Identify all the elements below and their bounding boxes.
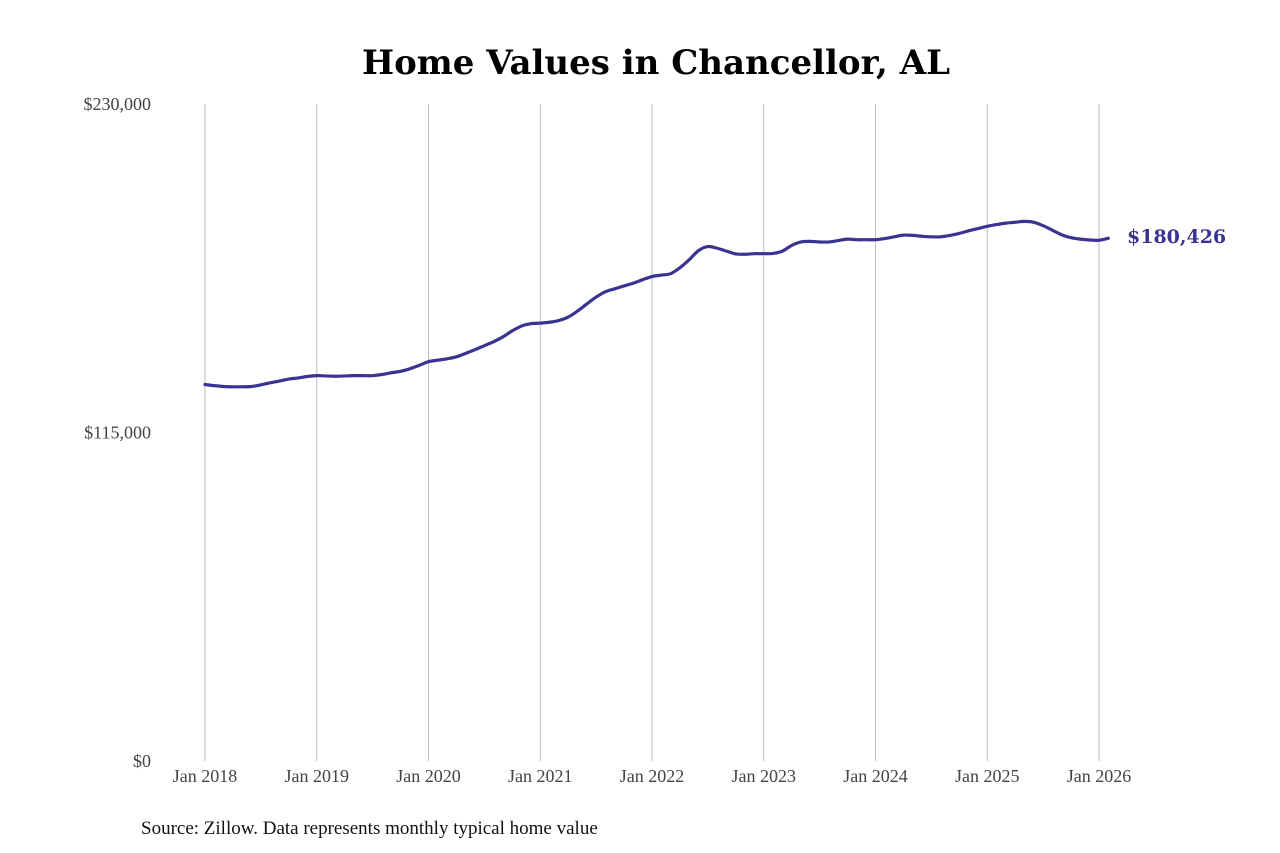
- series-line-0: [203, 219, 1110, 389]
- grid-lines: [204, 104, 1100, 761]
- series-layer: [203, 219, 1110, 389]
- x-tick-label: Jan 2022: [620, 766, 685, 786]
- x-tick-label: Jan 2018: [173, 766, 238, 786]
- y-tick-label: $0: [133, 751, 151, 771]
- x-tick-label: Jan 2021: [508, 766, 573, 786]
- x-tick-label: Jan 2025: [955, 766, 1020, 786]
- x-tick-label: Jan 2023: [732, 766, 797, 786]
- y-tick-label: $115,000: [84, 423, 151, 443]
- chart-title: Home Values in Chancellor, AL: [362, 43, 950, 83]
- y-axis-ticks: $230,000 $115,000 $0: [84, 94, 152, 771]
- end-value-label: $180,426: [1127, 226, 1226, 248]
- x-tick-label: Jan 2019: [285, 766, 350, 786]
- source-note: Source: Zillow. Data represents monthly …: [141, 818, 598, 839]
- x-tick-label: Jan 2026: [1067, 766, 1132, 786]
- x-axis-ticks: Jan 2018 Jan 2019 Jan 2020 Jan 2021 Jan 2022…: [173, 766, 1132, 786]
- y-tick-label: $230,000: [84, 94, 152, 114]
- x-tick-label: Jan 2020: [396, 766, 461, 786]
- x-tick-label: Jan 2024: [843, 766, 908, 786]
